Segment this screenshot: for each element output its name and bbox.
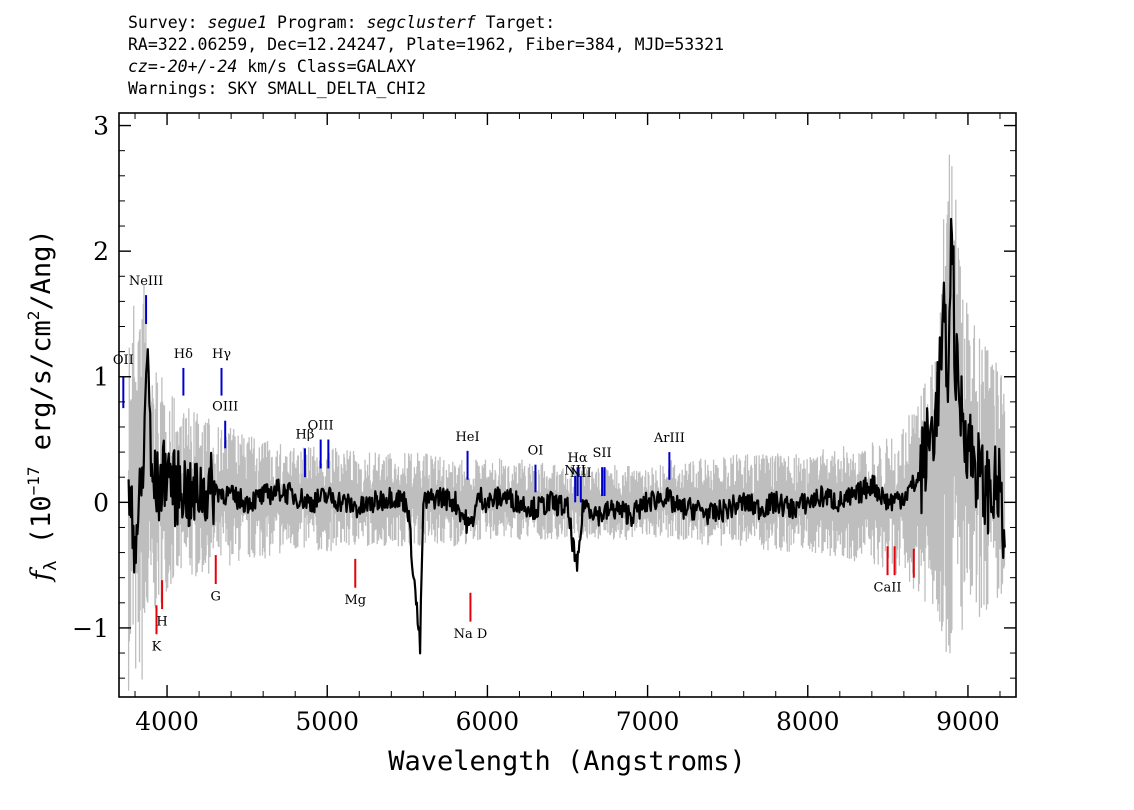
error-band	[127, 154, 1006, 691]
emission-line-label: Hγ	[212, 347, 231, 362]
header-line-coords: RA=322.06259, Dec=12.24247, Plate=1962, …	[128, 35, 725, 54]
flux-spectrum-line	[127, 217, 1006, 655]
emission-line-label: OII	[113, 353, 134, 368]
axis-ticks-layer: 4000 5000 6000 7000 8000 9000 −1 0 1 2 3	[72, 112, 1016, 736]
absorption-line-label: Na D	[454, 627, 488, 642]
y-tick-label: −1	[72, 614, 109, 643]
x-tick-label: 4000	[135, 707, 199, 736]
emission-line-label: Hα	[568, 451, 588, 466]
y-title-mid: erg/s/cm	[26, 320, 57, 466]
x-tick-label: 8000	[776, 707, 840, 736]
plot-frame	[118, 112, 1017, 698]
x-tick-label: 5000	[295, 707, 359, 736]
absorption-line-label: Mg	[344, 593, 366, 608]
absorption-line-label: CaII	[874, 581, 902, 596]
emission-line-label: HeI	[455, 430, 479, 445]
y-title-exp1: −17	[24, 467, 43, 496]
flux-layer	[127, 217, 1006, 655]
y-tick-label: 2	[93, 237, 109, 266]
x-tick-label: 7000	[616, 707, 680, 736]
emission-line-label: OI	[528, 444, 544, 459]
emission-line-label: NII	[564, 464, 586, 479]
error-band-layer	[127, 154, 1006, 691]
header-line-warnings: Warnings: SKY SMALL_DELTA_CHI2	[128, 79, 427, 98]
emission-line-label: Hβ	[296, 427, 315, 442]
y-title-sub: λ	[41, 560, 61, 570]
header-line-survey: Survey: segue1 Program: segclusterf Targ…	[128, 12, 724, 34]
absorption-line-label: G	[211, 589, 221, 604]
y-title-post: /Ang)	[26, 229, 57, 310]
class-text: km/s Class=GALAXY	[237, 57, 417, 76]
absorption-line-label: K	[152, 640, 162, 655]
cz-label: cz=	[128, 57, 158, 76]
emission-line-label: NeIII	[129, 274, 163, 289]
x-tick-label: 9000	[936, 707, 1000, 736]
y-tick-label: 3	[93, 112, 109, 141]
y-tick-label: 1	[93, 363, 109, 392]
emission-line-label: SII	[593, 446, 612, 461]
cz-value: -20+/-24	[157, 57, 238, 76]
x-axis-title: Wavelength (Angstroms)	[388, 746, 746, 777]
y-title-exp2: 2	[24, 311, 43, 321]
survey-value: segue1	[207, 13, 268, 32]
emission-line-label: ArIII	[653, 431, 685, 446]
spectrum-header: Survey: segue1 Program: segclusterf Targ…	[128, 12, 724, 100]
y-tick-label: 0	[93, 488, 109, 517]
program-value: segclusterf	[366, 13, 476, 32]
survey-label: Survey:	[128, 13, 208, 32]
target-label: Target:	[475, 13, 556, 32]
emission-line-label: NII	[570, 466, 592, 481]
header-line-redshift: cz=-20+/-24 km/s Class=GALAXY	[128, 56, 724, 78]
y-title-f: f	[26, 567, 57, 583]
y-title-pre: (10	[26, 495, 57, 560]
y-axis-title: fλ (10−17 erg/s/cm2/Ang)	[24, 229, 61, 582]
absorption-line-label: H	[156, 614, 167, 629]
emission-line-label: Hδ	[174, 347, 193, 362]
x-tick-label: 6000	[456, 707, 520, 736]
program-label: Program:	[267, 13, 367, 32]
emission-line-label: OIII	[212, 400, 238, 415]
emission-line-label: OIII	[308, 418, 334, 433]
